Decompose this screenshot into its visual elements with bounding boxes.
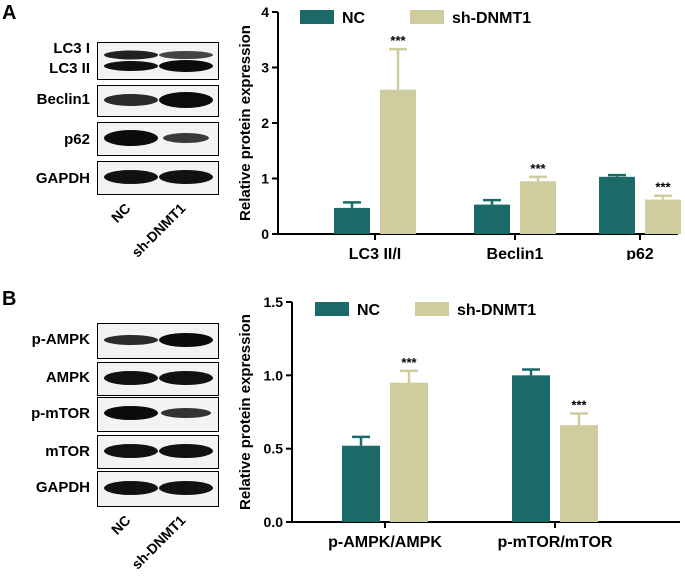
bar-sh-dnmt1 xyxy=(380,89,416,234)
blot-image-p-mtor xyxy=(97,397,219,432)
panel-letter-b: B xyxy=(2,288,17,310)
y-tick-label: 2 xyxy=(261,115,269,131)
blot-image-mtor xyxy=(97,435,219,469)
blot-image-p62 xyxy=(97,122,219,156)
mtor-bands xyxy=(104,444,213,458)
lc3-bands xyxy=(104,50,213,72)
legend-label-sh-dnmt1: sh-DNMT1 xyxy=(457,302,536,319)
y-axis-label: Relative protein expression xyxy=(237,314,254,510)
bar-sh-dnmt1 xyxy=(560,425,598,522)
panel-letter-a: A xyxy=(2,2,17,24)
lane-label-nc-a: NC xyxy=(107,200,134,226)
blot-label-gapdh-a: GAPDH xyxy=(35,170,90,187)
blot-image-gapdh-b xyxy=(97,471,219,507)
legend-swatch-sh-dnmt1 xyxy=(410,10,444,24)
bar-sh-dnmt1 xyxy=(520,181,556,234)
x-tick-label: LC3 II/I xyxy=(349,246,401,260)
significance-marker: *** xyxy=(571,397,587,412)
significance-marker: *** xyxy=(401,355,417,370)
blot-label-gapdh-b: GAPDH xyxy=(35,479,90,496)
bar-chart-a: 0 1 2 3 4 Relative protein expression NC sh-DNM… xyxy=(237,4,681,260)
legend-swatch-sh-dnmt1 xyxy=(415,302,449,316)
blot-label-p-mtor: p-mTOR xyxy=(31,405,90,422)
bar-nc xyxy=(342,445,380,522)
blot-label-lc3-i: LC3 I xyxy=(53,40,90,57)
blot-image-lc3 xyxy=(97,42,219,80)
blot-label-ampk: AMPK xyxy=(45,369,90,386)
x-tick-label: p62 xyxy=(626,246,654,260)
bar-nc xyxy=(512,375,550,522)
significance-marker: *** xyxy=(390,33,406,48)
bar-sh-dnmt1 xyxy=(390,382,428,522)
lane-label-sh-dnmt1-b: sh-DNMT1 xyxy=(128,512,189,573)
ampk-bands xyxy=(104,371,213,385)
p-ampk-bands xyxy=(104,333,213,347)
bar-nc xyxy=(334,207,370,234)
p-mtor-bands xyxy=(104,406,211,420)
legend-swatch-nc xyxy=(300,10,334,24)
gapdh-b-bands xyxy=(104,481,213,495)
y-tick-label: 0 xyxy=(261,226,269,242)
blot-image-ampk xyxy=(97,362,219,396)
blot-image-beclin1 xyxy=(97,85,219,117)
bar-chart-b: 0.0 0.5 1.0 1.5 Relative protein expression N… xyxy=(237,294,680,551)
blot-label-mtor: mTOR xyxy=(45,443,90,460)
y-axis-label: Relative protein expression xyxy=(237,25,254,221)
y-tick-label: 0.5 xyxy=(264,441,284,457)
blot-label-p62: p62 xyxy=(64,131,90,148)
bar-nc xyxy=(599,176,635,234)
legend-label-nc: NC xyxy=(342,10,366,27)
bar-nc xyxy=(474,204,510,234)
legend-label-sh-dnmt1: sh-DNMT1 xyxy=(452,10,531,27)
y-tick-label: 4 xyxy=(261,4,269,20)
blot-image-gapdh-a xyxy=(97,161,219,195)
x-tick-label: Beclin1 xyxy=(487,246,544,260)
legend-label-nc: NC xyxy=(357,302,381,319)
y-tick-label: 3 xyxy=(261,60,269,76)
blot-image-p-ampk xyxy=(97,323,219,359)
blot-label-lc3-ii: LC3 II xyxy=(49,60,90,77)
significance-marker: *** xyxy=(530,161,546,176)
y-tick-label: 1.0 xyxy=(264,367,284,383)
x-tick-label: p-mTOR/mTOR xyxy=(498,534,613,551)
y-tick-label: 1.5 xyxy=(264,294,284,310)
lane-label-nc-b: NC xyxy=(107,512,134,538)
y-tick-label: 0.0 xyxy=(264,514,284,530)
y-tick-label: 1 xyxy=(261,171,269,187)
beclin1-bands xyxy=(104,92,213,108)
legend-swatch-nc xyxy=(315,302,349,316)
blot-label-beclin1: Beclin1 xyxy=(36,91,90,108)
lane-label-sh-dnmt1-a: sh-DNMT1 xyxy=(128,200,189,261)
significance-marker: *** xyxy=(655,180,671,195)
p62-bands xyxy=(104,130,209,146)
blot-label-p-ampk: p-AMPK xyxy=(31,331,90,348)
gapdh-a-bands xyxy=(104,170,213,184)
bar-sh-dnmt1 xyxy=(645,199,681,234)
x-tick-label: p-AMPK/AMPK xyxy=(328,534,442,551)
